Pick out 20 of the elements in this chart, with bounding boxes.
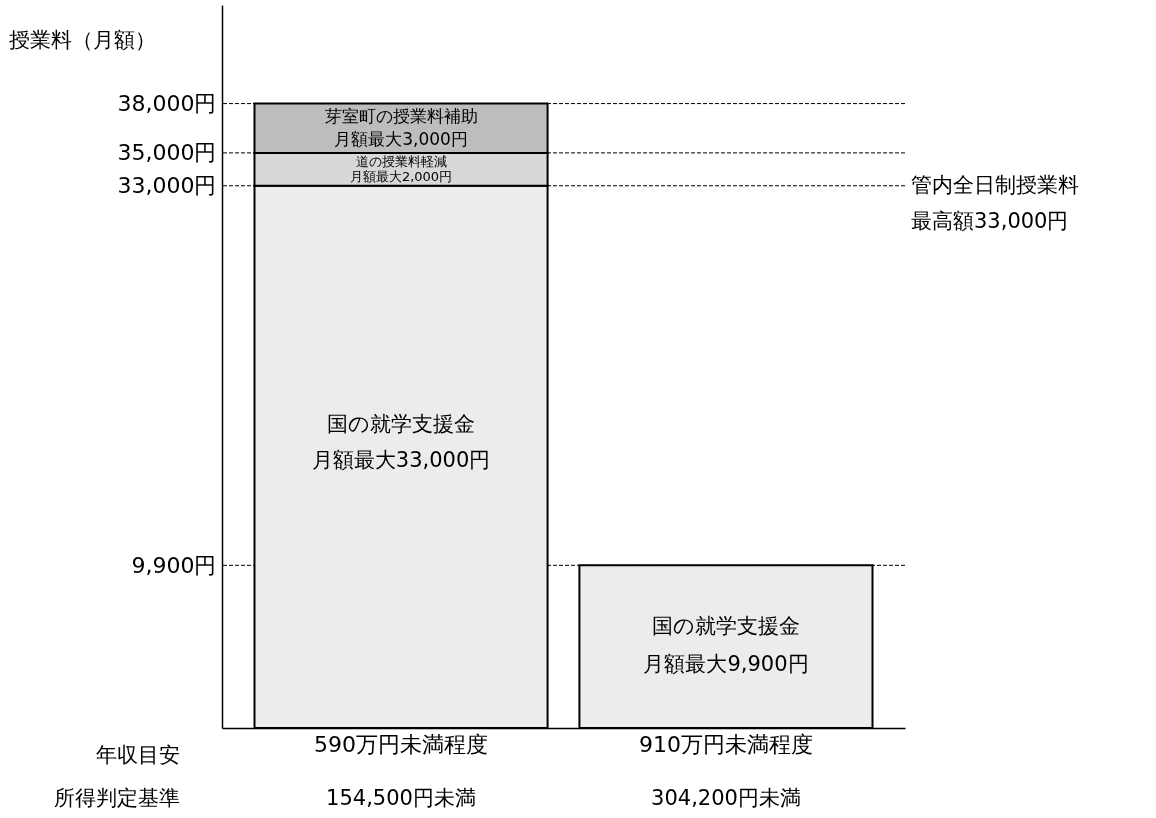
annotation: 月額最大33,000円	[311, 448, 491, 472]
y-axis-title: 授業料（月額）	[8, 27, 156, 52]
y-tick-label: 38,000円	[117, 91, 217, 117]
annotation: 月額最大3,000円	[334, 129, 468, 149]
y-tick-label: 33,000円	[117, 173, 217, 199]
text: 所得判定基準	[54, 786, 180, 810]
annotation: 月額最大9,900円	[643, 652, 809, 676]
text: 154,500円未満	[326, 786, 476, 810]
ref-line-label: 管内全日制授業料最高額33,000円	[911, 172, 1079, 233]
annotation: 月額最大2,000円	[349, 169, 453, 184]
text: 年収目安	[96, 743, 180, 767]
annotation: 芽室町の授業料補助	[324, 106, 478, 126]
y-tick-label: 9,900円	[131, 552, 217, 578]
y-tick-label: 35,000円	[117, 140, 217, 166]
text: 304,200円未満	[651, 786, 801, 810]
x-tick-label: 910万円未満程度	[638, 731, 813, 757]
annotation: 国の就学支援金	[652, 614, 800, 638]
x-tick-label: 590万円未満程度	[314, 731, 489, 757]
annotation: 国の就学支援金	[327, 412, 475, 436]
annotation: 道の授業料軽減	[355, 154, 447, 169]
